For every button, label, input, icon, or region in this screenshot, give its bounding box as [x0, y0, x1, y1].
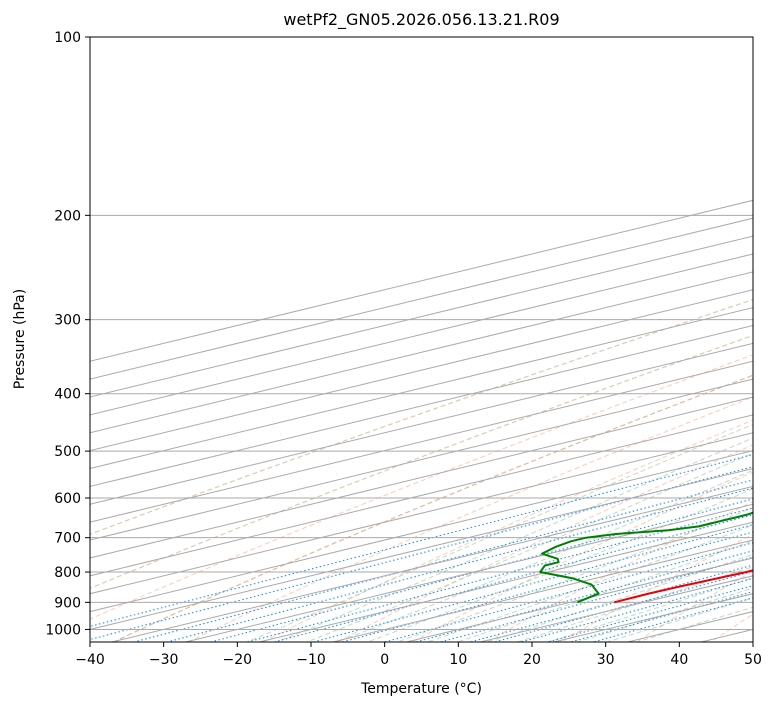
moist-adiabat-line	[515, 566, 753, 642]
y-tick-label: 1000	[45, 622, 81, 638]
isotherm-line	[90, 450, 753, 613]
y-tick-label: 800	[54, 565, 81, 581]
mixing-ratio-line	[340, 531, 753, 642]
mixing-ratio-line	[382, 542, 753, 642]
x-tick-label: 30	[597, 652, 615, 668]
plot-frame	[89, 36, 754, 643]
isotherm-line	[90, 396, 753, 559]
x-tick-label: −30	[149, 652, 179, 668]
y-tick-label: 900	[54, 595, 81, 611]
moist-adiabat-line	[425, 524, 753, 642]
isotherm-line	[90, 253, 753, 416]
moist-adiabat-line	[275, 437, 753, 642]
y-axis-label: Pressure (hPa)	[12, 289, 28, 389]
y-tick-label: 300	[54, 313, 81, 329]
isotherm-line	[90, 432, 753, 595]
isotherm-line	[90, 468, 753, 630]
moist-adiabat-line	[365, 488, 753, 642]
moist-adiabat-line	[605, 597, 753, 642]
isotherm-line	[109, 485, 753, 642]
isotherm-line	[90, 289, 753, 452]
mixing-ratio-line	[272, 514, 753, 642]
y-tick-label: 500	[54, 444, 81, 460]
x-tick-label: 10	[449, 652, 467, 668]
y-tick-label: 400	[54, 387, 81, 403]
dry-adiabat-line	[90, 334, 753, 590]
dewpoint-line	[539, 511, 753, 604]
dry-adiabat-line	[90, 354, 753, 620]
mixing-ratio-line	[165, 487, 753, 642]
x-axis-label: Temperature (°C)	[360, 681, 482, 697]
isotherm-line	[90, 199, 753, 362]
isotherm-line	[90, 307, 753, 470]
x-tick-label: −20	[223, 652, 253, 668]
mixing-ratio-line	[90, 453, 753, 628]
x-tick-label: 20	[523, 652, 541, 668]
x-tick-label: −40	[75, 652, 105, 668]
isotherm-line	[90, 414, 753, 577]
x-tick-label: −10	[296, 652, 326, 668]
isotherm-line	[90, 324, 753, 487]
dry-adiabat-line	[187, 396, 753, 642]
dry-adiabat-line	[560, 533, 753, 642]
chart-title: wetPf2_GN05.2026.056.13.21.R09	[283, 10, 559, 30]
x-tick-label: 50	[744, 652, 762, 668]
x-tick-label: 40	[670, 652, 688, 668]
y-tick-label: 600	[54, 491, 81, 507]
mixing-ratio-line	[311, 524, 753, 642]
dry-adiabat-line	[112, 374, 753, 642]
y-tick-label: 100	[54, 30, 81, 46]
isotherm-line	[90, 235, 753, 398]
isotherm-line	[90, 271, 753, 434]
moist-adiabat-line	[305, 452, 753, 642]
mixing-ratio-line	[245, 507, 753, 642]
isotherm-line	[330, 539, 753, 642]
y-tick-label: 700	[54, 531, 81, 547]
y-tick-label: 200	[54, 208, 81, 224]
isotherm-line	[183, 503, 753, 642]
isotherm-line	[257, 521, 753, 642]
moist-adiabat-line	[485, 553, 753, 642]
isotherm-line	[90, 217, 753, 380]
moist-adiabat-line	[455, 540, 753, 642]
dry-adiabat-line	[90, 298, 753, 535]
x-tick-label: 0	[380, 652, 389, 668]
